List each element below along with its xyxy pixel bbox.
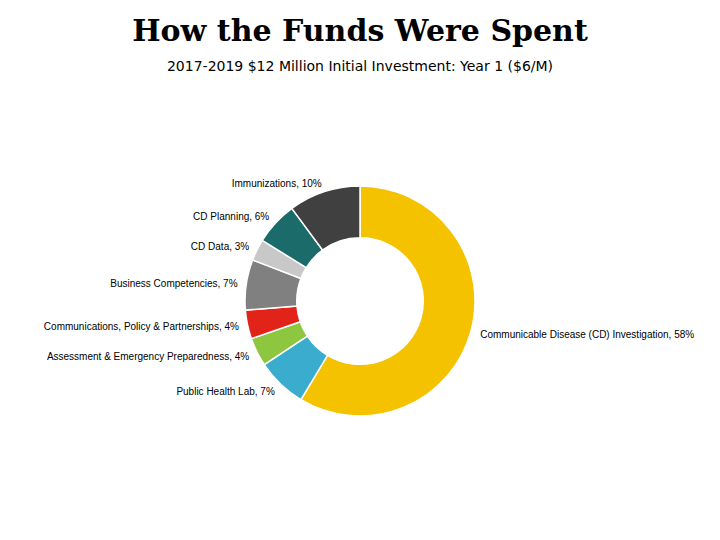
- svg-text:Public Health Lab, 7%: Public Health Lab, 7%: [176, 386, 275, 397]
- svg-text:Business Competencies, 7%: Business Competencies, 7%: [110, 278, 237, 289]
- svg-text:CD Planning, 6%: CD Planning, 6%: [193, 211, 269, 222]
- svg-text:Communications, Policy & Partn: Communications, Policy & Partnerships, 4…: [44, 321, 239, 332]
- svg-text:CD Data, 3%: CD Data, 3%: [191, 241, 249, 252]
- html-text:How the Funds Were Spent: How the Funds Were Spent: [132, 13, 588, 48]
- svg-text:Assessment & Emergency Prepare: Assessment & Emergency Preparedness, 4%: [47, 351, 249, 362]
- html-text:2017-2019 $12 Million Initial: 2017-2019 $12 Million Initial Investment…: [167, 58, 553, 74]
- svg-text:Immunizations, 10%: Immunizations, 10%: [232, 178, 322, 189]
- svg-text:Communicable Disease (CD) Inve: Communicable Disease (CD) Investigation,…: [480, 329, 694, 340]
